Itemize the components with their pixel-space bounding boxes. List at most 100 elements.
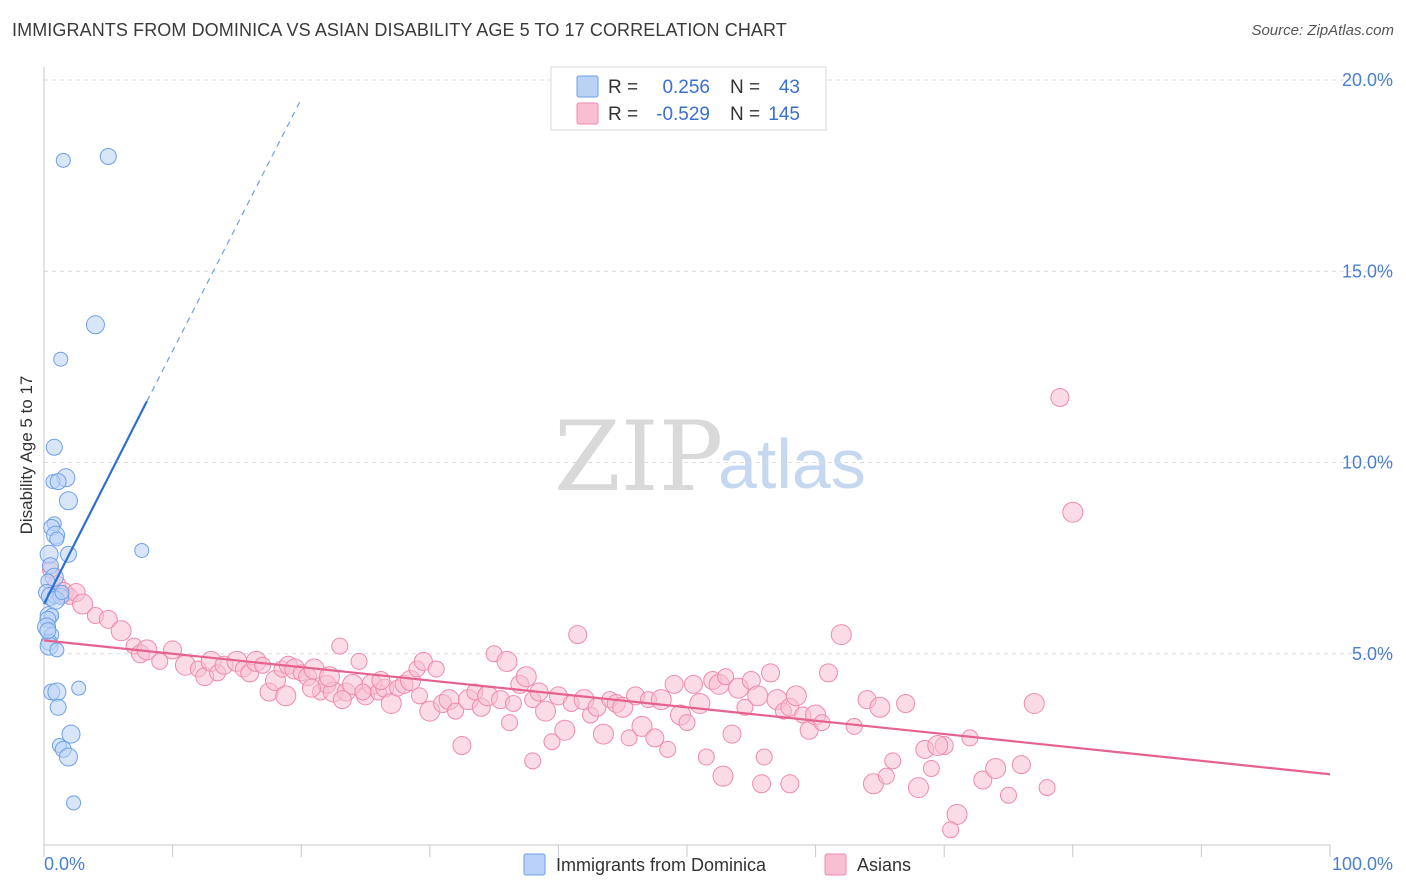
point-asians	[568, 625, 588, 645]
point-asians	[922, 760, 940, 777]
point-asians	[752, 774, 772, 794]
trendline-asians	[43, 639, 1331, 776]
point-asians	[501, 714, 519, 732]
point-dominica	[71, 680, 87, 696]
point-asians	[747, 685, 769, 707]
point-asians	[818, 663, 838, 683]
bottom-legend-label-asians: Asians	[857, 855, 911, 875]
series-dominica	[37, 148, 150, 811]
point-asians	[301, 678, 321, 698]
point-asians	[830, 624, 852, 646]
watermark-zip: ZIP	[554, 401, 723, 513]
point-dominica	[66, 795, 82, 811]
point-asians	[612, 696, 634, 718]
point-asians	[504, 694, 522, 712]
legend-r-value-dominica: 0.256	[662, 77, 710, 98]
point-asians	[907, 777, 929, 799]
point-asians	[785, 685, 807, 707]
point-asians	[413, 651, 433, 671]
point-asians	[780, 774, 800, 794]
point-asians	[275, 685, 297, 707]
point-dominica	[58, 747, 78, 767]
point-asians	[1062, 501, 1084, 523]
point-asians	[877, 767, 895, 785]
legend-n-label-dominica: N =	[730, 77, 760, 98]
point-asians	[447, 702, 465, 720]
point-dominica	[45, 438, 63, 456]
legend-n-value-asians: 145	[768, 104, 800, 125]
point-asians	[884, 752, 902, 770]
point-asians	[973, 770, 993, 790]
point-asians	[163, 640, 183, 660]
bottom-legend-label-dominica: Immigrants from Dominica	[556, 855, 767, 875]
legend: R = 0.256 N = 43 R = -0.529 N = 145	[550, 66, 827, 131]
point-asians	[110, 620, 132, 642]
point-asians	[254, 656, 272, 674]
trendlines	[43, 98, 1331, 776]
point-asians	[452, 736, 472, 756]
point-asians	[712, 765, 734, 787]
bottom-legend: Immigrants from Dominica Asians	[523, 853, 911, 876]
point-asians	[697, 748, 715, 766]
point-asians	[664, 674, 684, 694]
point-dominica	[49, 698, 67, 716]
point-dominica	[49, 531, 65, 547]
point-dominica	[134, 542, 150, 558]
x-tick-label-max: 100.0%	[1332, 854, 1393, 874]
point-asians	[631, 715, 653, 737]
point-asians	[678, 714, 696, 732]
point-asians	[1023, 692, 1045, 714]
point-asians	[689, 692, 711, 714]
y-tick-label: 15.0%	[1342, 261, 1393, 281]
x-ticks	[43, 845, 1331, 857]
point-asians	[736, 698, 754, 716]
point-dominica	[54, 585, 70, 601]
point-dominica	[58, 491, 78, 511]
point-dominica	[53, 351, 69, 367]
legend-r-value-asians: -0.529	[656, 104, 710, 125]
y-tick-labels: 5.0% 10.0% 15.0% 20.0%	[1342, 70, 1393, 664]
point-asians	[354, 683, 372, 701]
y-tick-label: 5.0%	[1352, 644, 1393, 664]
point-asians	[515, 666, 537, 688]
gridlines	[44, 79, 1393, 655]
point-asians	[1011, 755, 1031, 775]
point-asians	[1050, 387, 1070, 407]
point-dominica	[39, 622, 57, 640]
point-asians	[717, 668, 735, 686]
point-asians	[554, 719, 576, 741]
x-tick-label-min: 0.0%	[44, 854, 85, 874]
trendline-dominica	[43, 400, 148, 605]
legend-n-value-dominica: 43	[779, 77, 800, 98]
point-asians	[869, 696, 891, 718]
point-asians	[927, 735, 949, 757]
point-dominica	[47, 682, 67, 702]
trendline-dominica-extension	[146, 98, 302, 402]
point-asians	[350, 652, 368, 670]
legend-swatch-asians	[576, 102, 599, 125]
point-asians	[524, 752, 542, 770]
point-dominica	[99, 148, 117, 165]
point-asians	[845, 717, 863, 735]
point-asians	[650, 689, 672, 711]
legend-n-label-asians: N =	[730, 104, 760, 125]
legend-r-label-dominica: R =	[608, 77, 638, 98]
point-asians	[985, 758, 1007, 779]
point-dominica	[61, 724, 81, 744]
point-asians	[896, 693, 916, 713]
point-asians	[331, 637, 349, 655]
point-asians	[761, 663, 781, 683]
point-dominica	[55, 152, 71, 168]
point-asians	[535, 700, 557, 722]
point-asians	[755, 748, 773, 766]
point-asians	[543, 733, 561, 751]
point-asians	[620, 729, 638, 747]
point-asians	[427, 660, 445, 678]
point-asians	[1038, 779, 1056, 797]
point-asians	[645, 728, 665, 748]
point-asians	[1000, 786, 1017, 804]
point-dominica	[49, 473, 67, 491]
point-asians	[496, 650, 518, 672]
chart-title: IMMIGRANTS FROM DOMINICA VS ASIAN DISABI…	[12, 20, 787, 40]
